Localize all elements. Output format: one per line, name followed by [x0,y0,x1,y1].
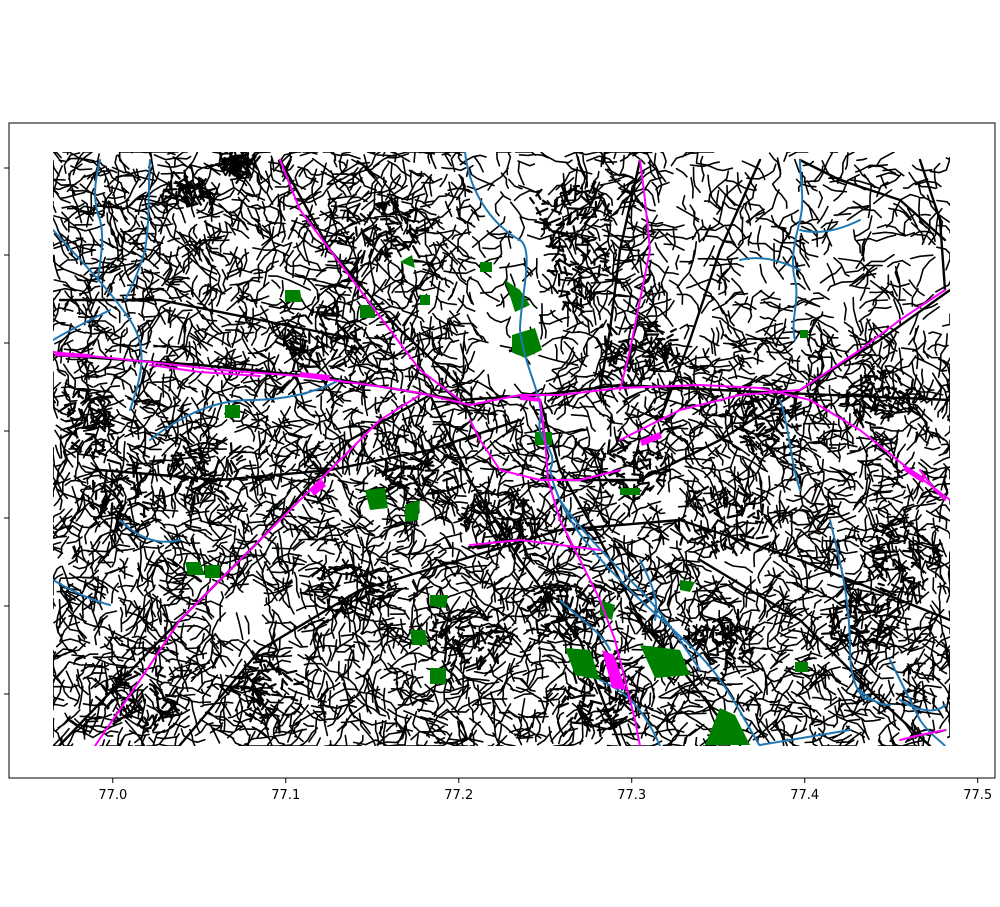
rail-yard [300,372,330,379]
rail-lines-layer [53,159,950,746]
waterway [53,229,143,411]
park-area [505,280,530,312]
rail-yard [602,650,626,690]
rail-yard [903,465,925,483]
x-axis: 77.0 77.1 77.2 77.3 77.4 77.5 [98,778,992,803]
park-area [430,595,448,608]
arterial-road [53,353,950,402]
rail-yard [310,480,326,496]
x-tick-label: 77.5 [963,788,992,803]
park-area [680,580,695,592]
waterway [53,579,111,606]
arterial-road [58,298,362,342]
rail-line [469,539,601,551]
x-tick-label: 77.4 [790,788,819,803]
x-tick-label: 77.1 [271,788,300,803]
rail-line [619,159,651,391]
park-area [365,488,388,510]
rail-line [619,289,946,441]
waterway [53,309,111,341]
park-area [565,648,600,680]
x-tick-label: 77.2 [444,788,473,803]
park-area [430,668,446,684]
rail-line [899,729,946,741]
arterial-road [278,158,472,397]
park-areas-layer [185,255,808,745]
arterial-road [698,558,932,746]
rail-line [94,394,421,746]
park-area [705,708,750,745]
park-area [512,328,542,358]
rail-line [919,469,946,501]
waterway [889,659,946,746]
waterway [791,159,804,341]
waterway [559,499,701,671]
rail-line [469,419,621,481]
waterway [799,219,861,233]
park-area [400,255,415,268]
park-area [185,562,205,575]
waterway [119,519,181,543]
park-area [205,565,220,578]
waterway [899,699,946,712]
y-axis [4,167,9,695]
park-area [480,262,492,272]
waterway [464,152,761,746]
rail-yard [55,352,90,358]
arterial-road [178,518,950,746]
waterway [859,689,891,706]
waterway [94,159,104,281]
rail-line [279,159,461,401]
park-area [225,405,240,418]
park-area [410,630,428,645]
arterial-road [598,158,642,392]
waterway-layer [53,152,946,746]
park-area [285,290,302,302]
park-area [420,295,430,305]
x-tick-label: 77.3 [617,788,646,803]
waterway [559,599,611,651]
waterway [739,257,801,271]
park-area [360,305,375,318]
urban-core-roads [57,152,941,738]
rail-line [539,399,641,746]
rail-yard [520,395,542,402]
waterway [779,399,801,491]
x-tick-label: 77.0 [98,788,127,803]
park-area [600,600,615,620]
arterial-road [558,288,950,482]
park-area [405,500,420,522]
waterway [124,159,151,301]
arterial-road [658,158,762,422]
waterway [149,379,341,441]
park-area [640,645,690,678]
waterway [759,729,851,746]
rail-line [149,364,261,377]
plot-frame [8,122,996,779]
map-area [53,152,950,746]
arterial-road [918,158,947,292]
park-area [620,488,640,495]
park-area [800,330,808,338]
waterway [829,519,871,701]
rail-yard [640,432,662,446]
waterway [639,559,658,621]
park-area [795,662,808,672]
arterial-road [798,158,947,242]
